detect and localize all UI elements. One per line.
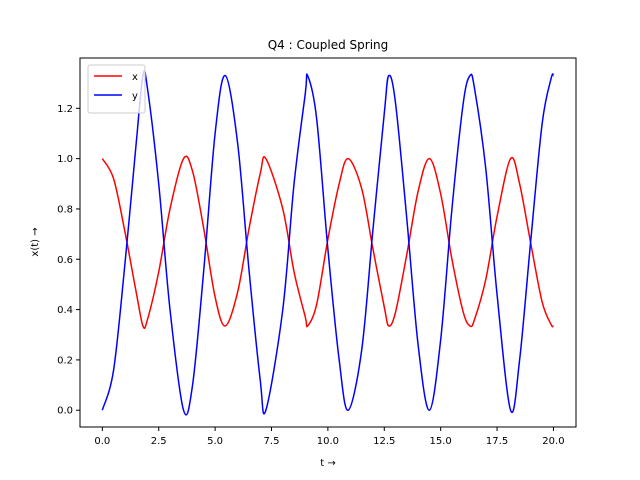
y-tick-label: 0.6 — [57, 255, 73, 266]
y-axis-label: x(t) → — [30, 227, 41, 256]
chart-title: Q4 : Coupled Spring — [268, 38, 389, 52]
x-axis: 0.0 2.5 5.0 7.5 10.0 12.5 15.0 17.5 20.0 — [94, 427, 565, 447]
x-axis-label: t → — [320, 458, 335, 469]
series-line-y — [101, 70, 555, 416]
y-tick-label: 0.0 — [57, 406, 73, 417]
plot-area — [101, 70, 555, 416]
x-tick-label: 7.5 — [264, 436, 280, 447]
legend: xy — [87, 64, 146, 114]
y-tick-label: 0.2 — [57, 355, 73, 366]
x-tick-label: 2.5 — [151, 436, 167, 447]
x-tick-label: 0.0 — [94, 436, 110, 447]
x-tick-label: 12.5 — [373, 436, 395, 447]
y-tick-label: 1.0 — [57, 154, 73, 165]
x-tick-label: 10.0 — [317, 436, 339, 447]
legend-label-y: y — [132, 91, 138, 102]
series-line-x — [101, 155, 555, 330]
x-tick-label: 20.0 — [542, 436, 564, 447]
legend-label-x: x — [132, 72, 138, 83]
x-tick-label: 17.5 — [486, 436, 508, 447]
x-tick-label: 5.0 — [207, 436, 223, 447]
y-tick-label: 0.4 — [57, 305, 73, 316]
y-axis: 0.0 0.2 0.4 0.6 0.8 1.0 1.2 — [57, 104, 80, 417]
legend-box — [87, 64, 146, 114]
x-tick-label: 15.0 — [430, 436, 452, 447]
y-tick-label: 1.2 — [57, 104, 73, 115]
y-tick-label: 0.8 — [57, 204, 73, 215]
